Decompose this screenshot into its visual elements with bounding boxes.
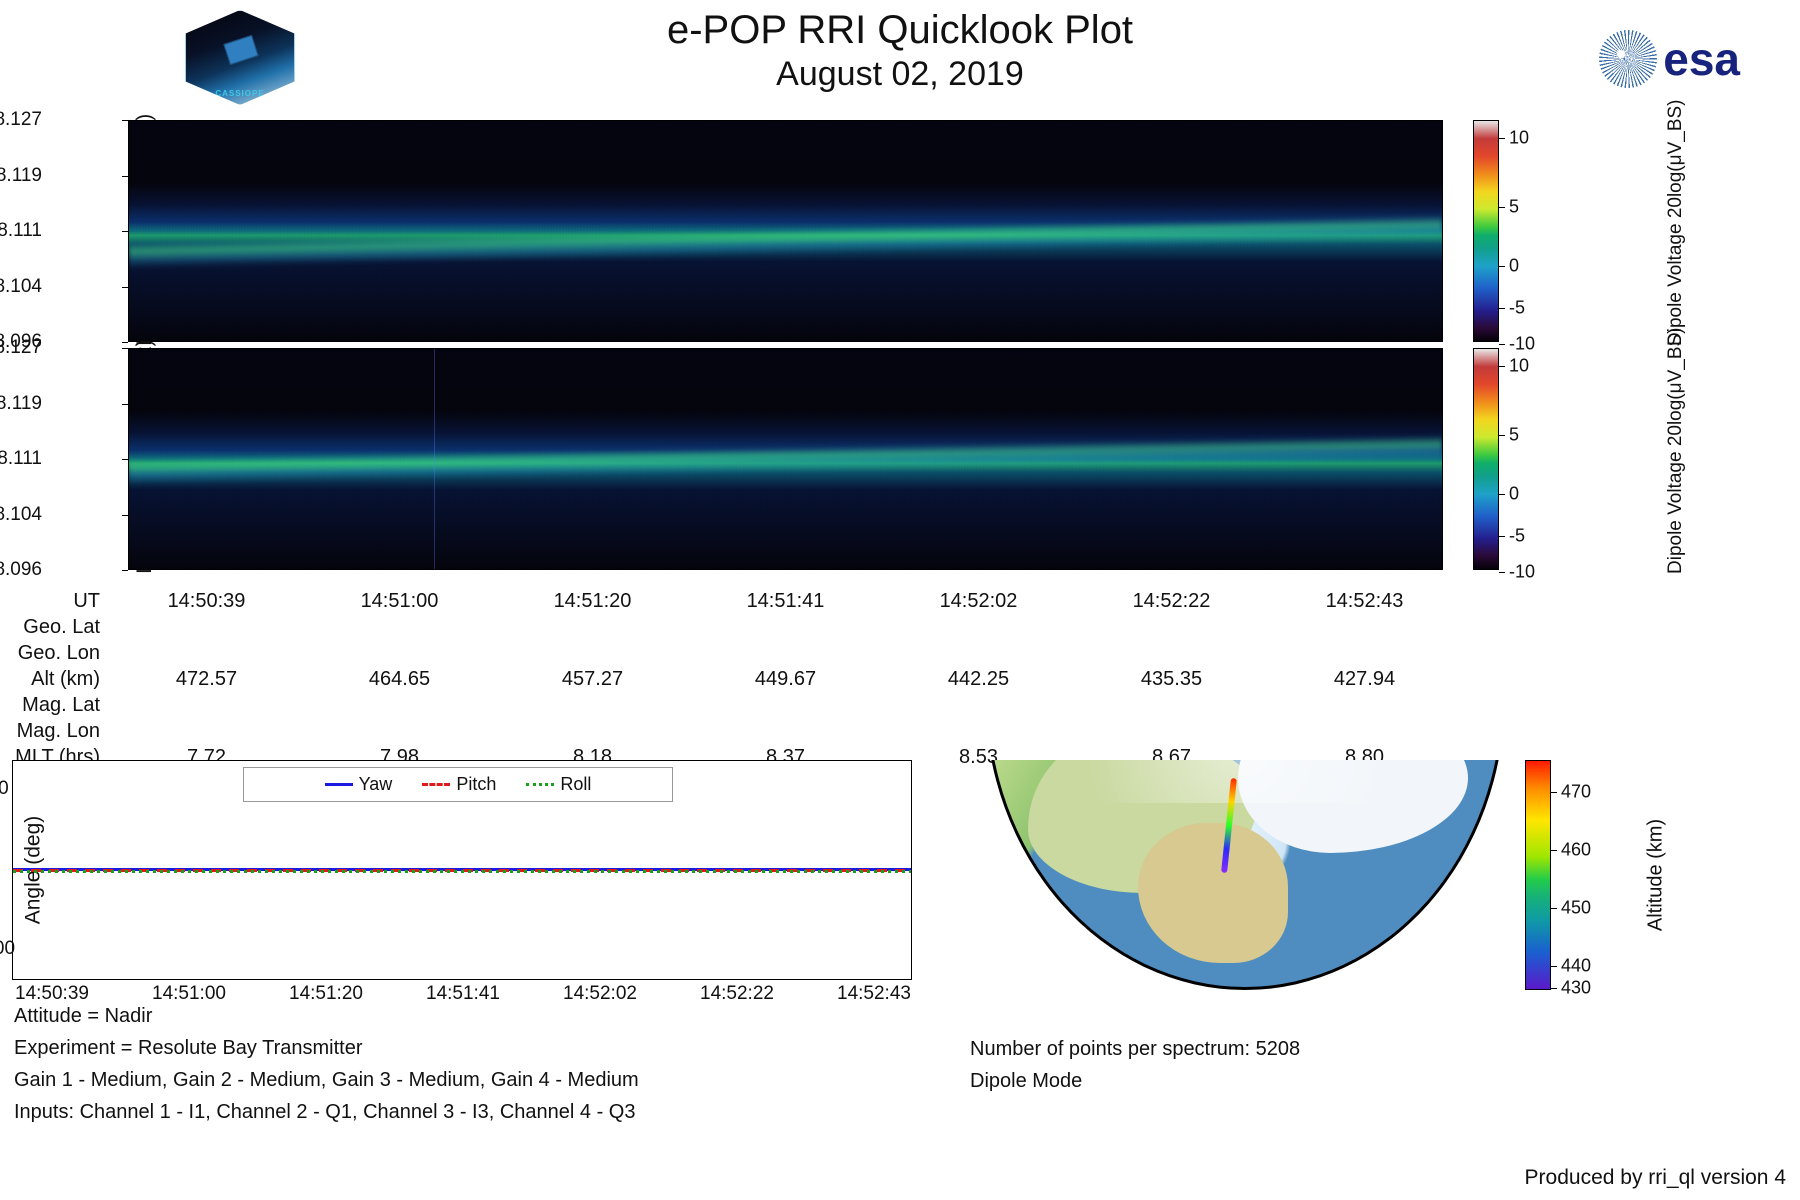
spectrogram-heatmap-input-a[interactable] [128, 120, 1443, 342]
colorbar-label-b: Dipole Voltage 20log(μV_BS) [1665, 344, 1687, 574]
colorbar-gradient-input-b [1473, 348, 1499, 570]
table-row-geo-lon: Geo. Lon [12, 640, 1462, 666]
cloud-overlay [1028, 760, 1448, 803]
legend-item-yaw: Yaw [325, 774, 393, 795]
footnotes-right-block: Number of points per spectrum: 5208 Dipo… [970, 1033, 1300, 1097]
yaw-swatch-icon [325, 783, 353, 786]
colorbar-gradient-input-a [1473, 120, 1499, 342]
header-section: CASSIOPE e-POP RRI Quicklook Plot August… [0, 0, 1800, 112]
vertical-artifact-line [434, 349, 435, 570]
footnotes-left-block: Attitude = Nadir Experiment = Resolute B… [14, 1000, 639, 1128]
table-row-ut: UT 14:50:39 14:51:00 14:51:20 14:51:41 1… [12, 588, 1462, 614]
table-row-mag-lon: Mag. Lon [12, 718, 1462, 744]
attitude-legend-box[interactable]: Yaw Pitch Roll [243, 767, 673, 802]
table-row-mag-lat: Mag. Lat [12, 692, 1462, 718]
attitude-ytick-m100: -100 [0, 938, 15, 960]
land-mass-central-america [1138, 823, 1288, 963]
page-subtitle: August 02, 2019 [0, 55, 1800, 94]
spectrogram-panel-input-a: Input A Frequency (MHz) 8.127 8.119 8.11… [88, 120, 1443, 342]
telemetry-data-table: UT 14:50:39 14:51:00 14:51:20 14:51:41 1… [12, 588, 1462, 770]
colorbar-input-b[interactable]: 10 5 0 -5 -10 Dipole Voltage 20log(μV_BS… [1473, 348, 1503, 570]
pitch-swatch-icon [422, 783, 450, 786]
attitude-chart-panel[interactable]: Angle (deg) 100 0 -100 Yaw Pitch Roll 14… [12, 760, 912, 980]
signal-trace-input-a [129, 215, 1442, 269]
esa-swirl-icon [1599, 30, 1657, 88]
table-row-geo-lat: Geo. Lat [12, 614, 1462, 640]
spectrogram-heatmap-input-b[interactable] [128, 348, 1443, 570]
produced-by-footer: Produced by rri_ql version 4 [1525, 1166, 1786, 1190]
roll-swatch-icon [526, 783, 554, 786]
ground-track-map[interactable]: 14:50:39 UT 14:52:43 UT [985, 760, 1505, 990]
altitude-colorbar-gradient [1525, 760, 1551, 990]
legend-item-roll: Roll [526, 774, 591, 795]
signal-trace-input-b [129, 436, 1442, 485]
page-title: e-POP RRI Quicklook Plot [0, 8, 1800, 53]
roll-line [13, 870, 911, 873]
table-row-alt: Alt (km) 472.57 464.65 457.27 449.67 442… [12, 666, 1462, 692]
attitude-ytick-100: 100 [0, 778, 9, 800]
legend-item-pitch: Pitch [422, 774, 496, 795]
altitude-colorbar[interactable]: 470 460 450 440 430 Altitude (km) [1525, 760, 1557, 990]
esa-logo: esa [1599, 30, 1740, 88]
spectrogram-panel-input-b: Input B Frequency (MHz) 8.127 8.119 8.11… [88, 348, 1443, 570]
colorbar-input-a[interactable]: 10 5 0 -5 -10 Dipole Voltage 20log(μV_BS… [1473, 120, 1503, 342]
title-block: e-POP RRI Quicklook Plot August 02, 2019 [0, 8, 1800, 94]
esa-wordmark: esa [1663, 32, 1740, 86]
colorbar-label-a: Dipole Voltage 20log(μV_BS) [1665, 116, 1687, 346]
altitude-colorbar-label: Altitude (km) [1645, 819, 1668, 931]
earth-globe-view [985, 760, 1505, 990]
